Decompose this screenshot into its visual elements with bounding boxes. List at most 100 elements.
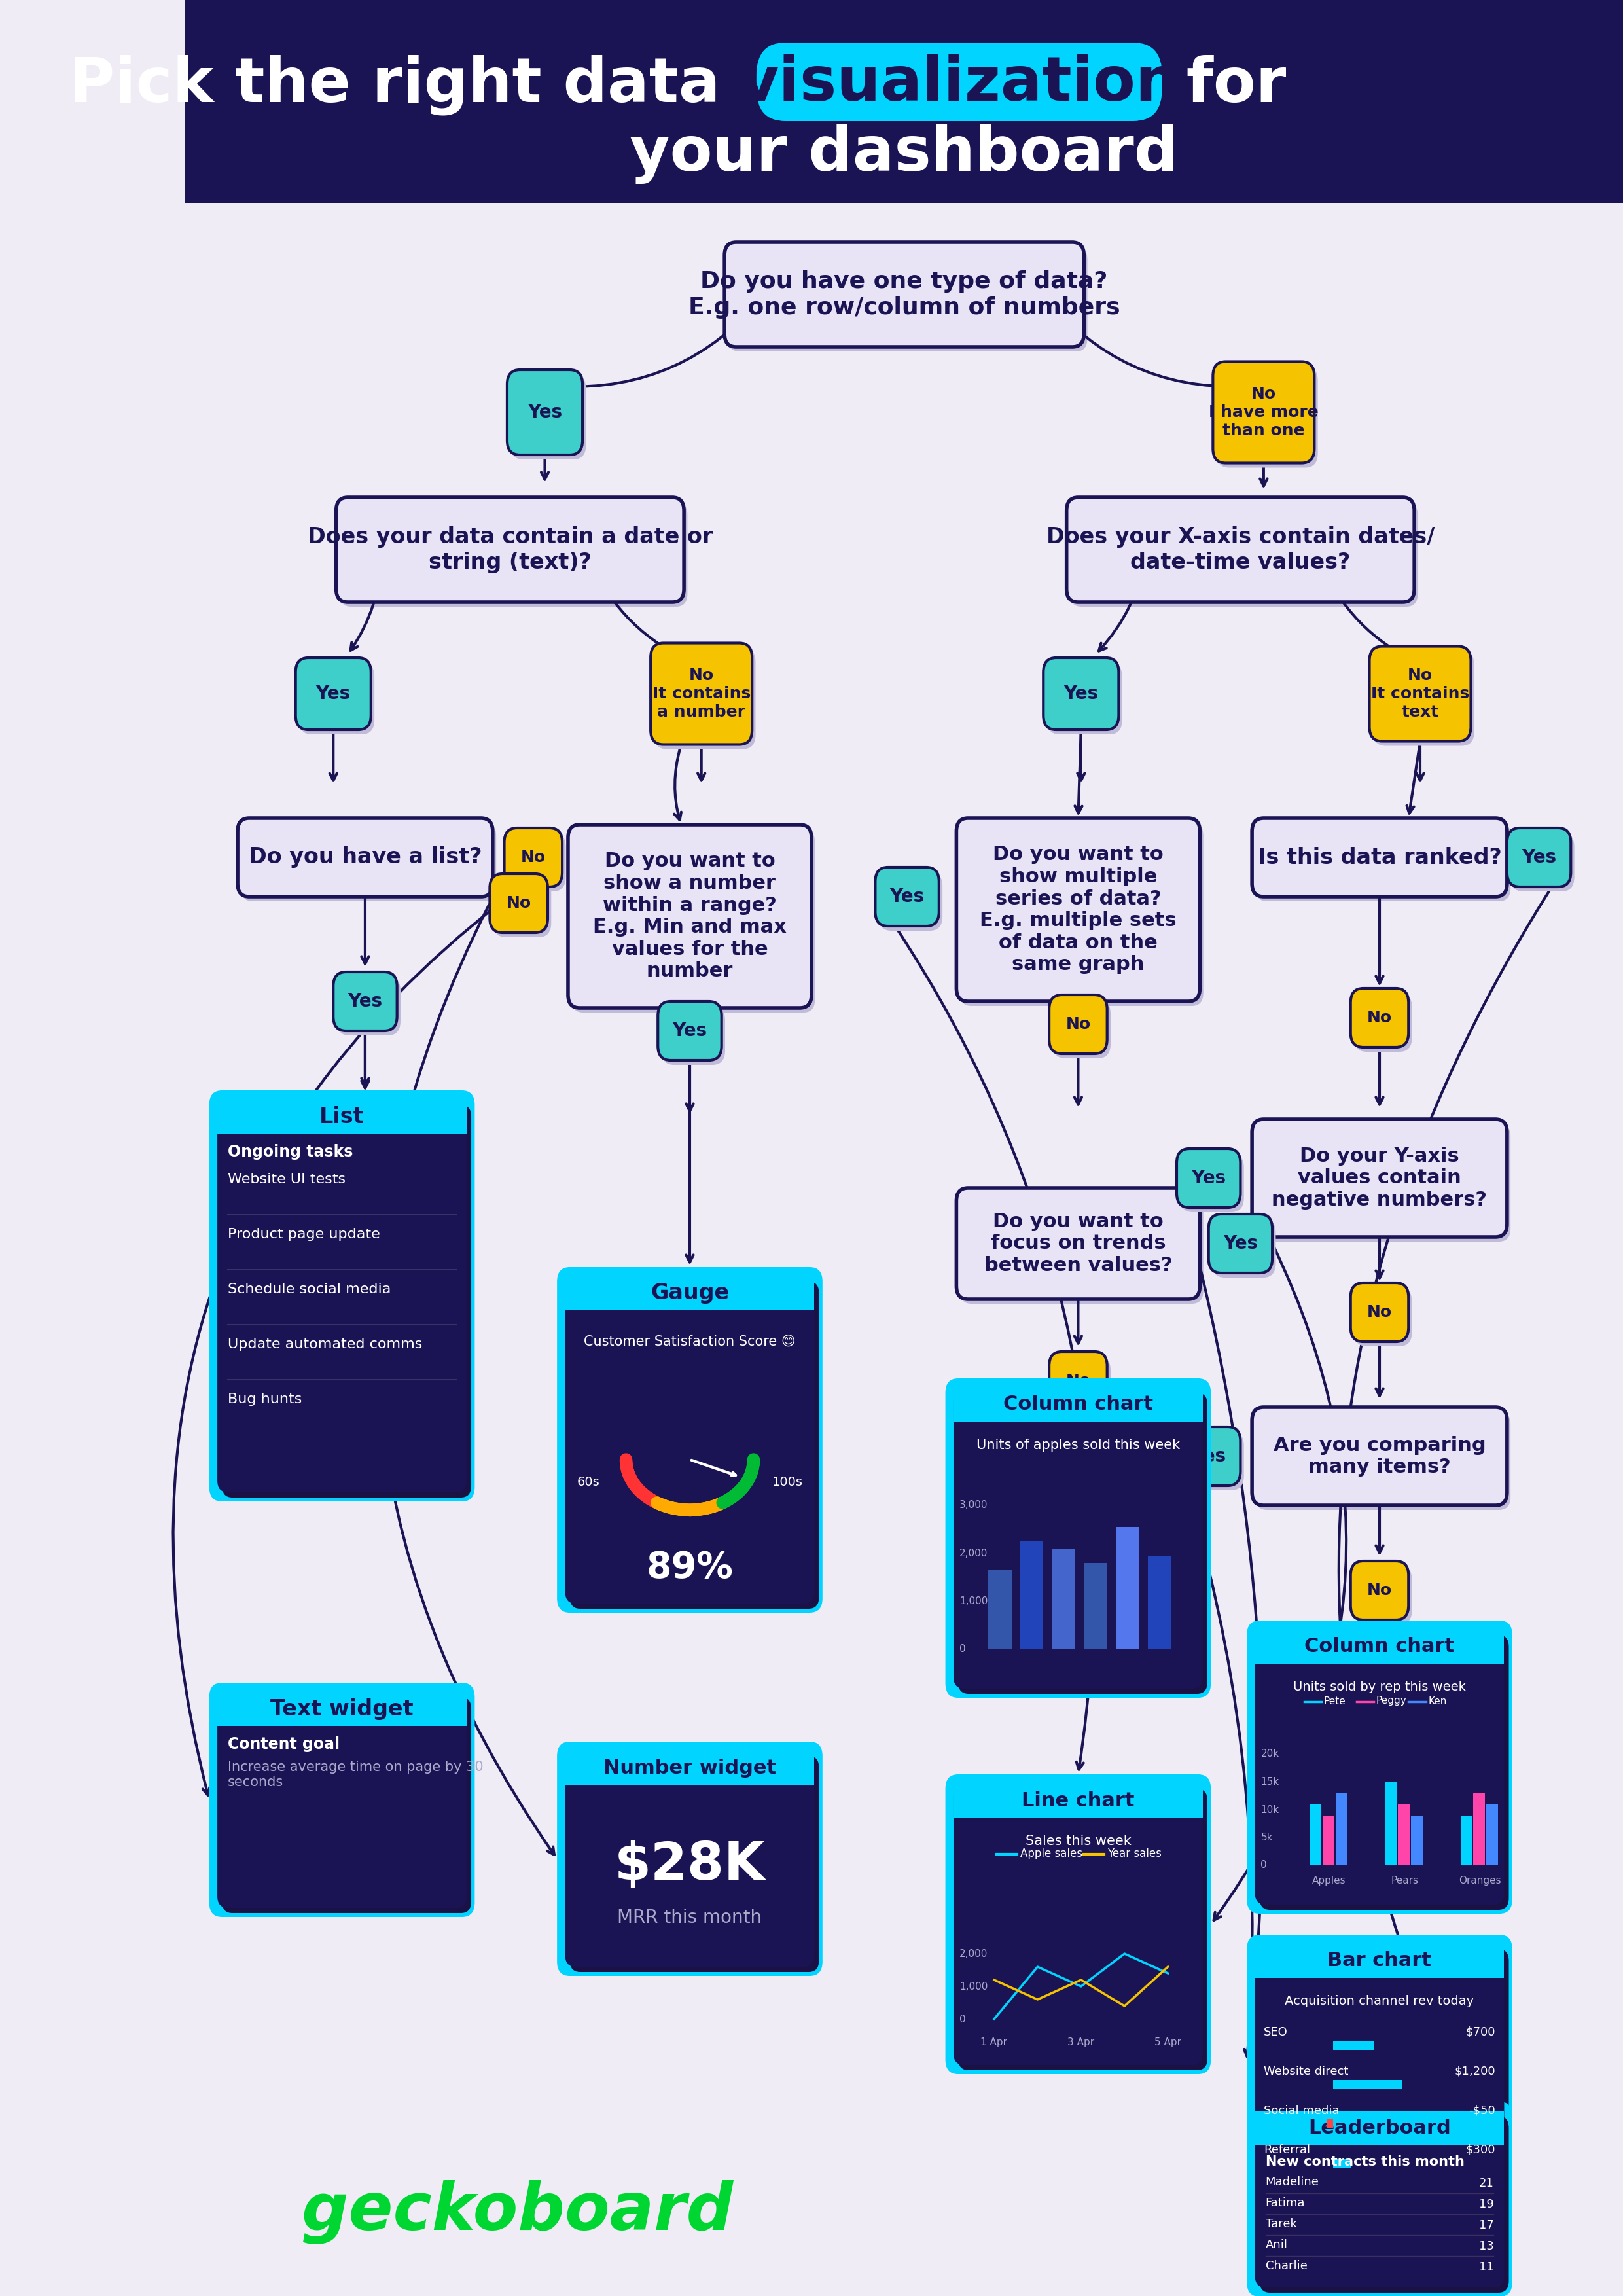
FancyBboxPatch shape [661, 1006, 725, 1065]
Text: 15k: 15k [1261, 1777, 1279, 1786]
Text: Yes: Yes [527, 404, 562, 422]
FancyBboxPatch shape [1370, 645, 1470, 742]
FancyBboxPatch shape [209, 1091, 474, 1502]
Text: No: No [506, 895, 531, 912]
FancyBboxPatch shape [958, 1789, 1208, 2071]
Text: No: No [1066, 1017, 1091, 1033]
Text: Do you want to
show multiple
series of data?
E.g. multiple sets
of data on the
s: Do you want to show multiple series of d… [980, 845, 1177, 974]
FancyBboxPatch shape [1255, 1945, 1505, 1977]
Text: Do you have a list?: Do you have a list? [248, 847, 482, 868]
Text: 19: 19 [1479, 2200, 1493, 2211]
Text: Pears: Pears [1391, 1876, 1419, 1885]
FancyBboxPatch shape [222, 1104, 471, 1497]
Bar [1147, 1557, 1170, 1649]
Text: Increase average time on page by 30
seconds: Increase average time on page by 30 seco… [227, 1761, 484, 1789]
Text: No: No [1367, 1304, 1393, 1320]
FancyBboxPatch shape [506, 370, 583, 455]
Bar [1461, 1816, 1472, 1864]
Text: No: No [1367, 1582, 1393, 1598]
Text: Do you have one type of data?
E.g. one row/column of numbers: Do you have one type of data? E.g. one r… [688, 271, 1120, 319]
Text: 2,000: 2,000 [959, 1548, 988, 1559]
FancyBboxPatch shape [945, 1378, 1211, 1697]
Text: visualization: visualization [738, 53, 1180, 115]
Text: Pick the right data: Pick the right data [70, 55, 742, 115]
FancyBboxPatch shape [490, 875, 547, 932]
FancyBboxPatch shape [1256, 1123, 1511, 1242]
FancyBboxPatch shape [1354, 1566, 1412, 1626]
Text: Website direct: Website direct [1264, 2066, 1349, 2078]
FancyBboxPatch shape [209, 1683, 474, 1917]
FancyBboxPatch shape [1246, 1621, 1513, 1915]
FancyBboxPatch shape [493, 879, 552, 937]
FancyBboxPatch shape [1354, 1288, 1412, 1345]
Text: Sales this week: Sales this week [1026, 1835, 1131, 1848]
Text: Customer Satisfaction Score 😊: Customer Satisfaction Score 😊 [584, 1336, 795, 1348]
FancyBboxPatch shape [1053, 999, 1110, 1058]
Text: Website UI tests: Website UI tests [227, 1173, 346, 1187]
FancyBboxPatch shape [571, 829, 815, 1013]
Bar [1397, 1805, 1410, 1864]
FancyBboxPatch shape [1259, 1635, 1509, 1910]
Text: Does your data contain a date or
string (text)?: Does your data contain a date or string … [307, 526, 712, 574]
Text: Units of apples sold this week: Units of apples sold this week [977, 1440, 1180, 1451]
FancyBboxPatch shape [333, 971, 398, 1031]
FancyBboxPatch shape [1246, 2101, 1513, 2296]
FancyBboxPatch shape [242, 822, 497, 902]
FancyBboxPatch shape [1354, 992, 1412, 1052]
FancyBboxPatch shape [1177, 1148, 1240, 1208]
FancyBboxPatch shape [557, 1743, 823, 1977]
Text: 2,000: 2,000 [959, 1949, 988, 1958]
Text: Schedule social media: Schedule social media [227, 1283, 391, 1295]
FancyBboxPatch shape [508, 833, 566, 891]
Text: -$50: -$50 [1469, 2105, 1495, 2117]
Text: geckoboard: geckoboard [302, 2181, 734, 2243]
Bar [1115, 1527, 1139, 1649]
FancyBboxPatch shape [1373, 650, 1474, 746]
FancyBboxPatch shape [1255, 2110, 1505, 2144]
Text: Column chart: Column chart [1003, 1396, 1152, 1414]
FancyBboxPatch shape [568, 824, 812, 1008]
FancyBboxPatch shape [1255, 1945, 1505, 2179]
Text: for: for [1165, 55, 1287, 115]
Text: Bar chart: Bar chart [1328, 1952, 1431, 1970]
Text: Yes: Yes [1191, 1169, 1225, 1187]
Text: Anil: Anil [1266, 2239, 1287, 2250]
Text: Social media: Social media [1264, 2105, 1339, 2117]
Text: 89%: 89% [646, 1550, 734, 1584]
FancyBboxPatch shape [875, 868, 940, 925]
Bar [1323, 1816, 1334, 1864]
FancyBboxPatch shape [1508, 829, 1571, 886]
FancyBboxPatch shape [339, 503, 688, 606]
FancyBboxPatch shape [1350, 1561, 1409, 1621]
Bar [1336, 1793, 1347, 1864]
Text: Is this data ranked?: Is this data ranked? [1258, 847, 1501, 868]
FancyBboxPatch shape [1048, 1352, 1107, 1410]
FancyBboxPatch shape [1255, 1630, 1505, 1906]
Text: Apples: Apples [1313, 1876, 1345, 1885]
Text: Yes: Yes [316, 684, 351, 703]
Text: $700: $700 [1466, 2027, 1495, 2039]
Text: Acquisition channel rev today: Acquisition channel rev today [1285, 1995, 1474, 2007]
Text: Number widget: Number widget [604, 1759, 776, 1777]
FancyBboxPatch shape [1251, 1118, 1508, 1238]
Bar [1332, 2041, 1373, 2050]
FancyBboxPatch shape [1256, 1412, 1511, 1511]
Text: 3 Apr: 3 Apr [1068, 2037, 1094, 2048]
FancyBboxPatch shape [1212, 360, 1315, 464]
FancyBboxPatch shape [511, 374, 586, 459]
Text: 60s: 60s [576, 1476, 599, 1488]
Text: Peggy: Peggy [1376, 1697, 1407, 1706]
Text: Gauge: Gauge [651, 1283, 729, 1304]
Text: 20k: 20k [1261, 1750, 1279, 1759]
Text: Tarek: Tarek [1266, 2218, 1297, 2229]
FancyBboxPatch shape [565, 1277, 815, 1603]
Text: Yes: Yes [347, 992, 383, 1010]
FancyBboxPatch shape [217, 1692, 466, 1727]
Text: Yes: Yes [672, 1022, 708, 1040]
FancyBboxPatch shape [1070, 503, 1419, 606]
FancyBboxPatch shape [958, 1394, 1208, 1694]
Text: 13: 13 [1479, 2241, 1493, 2252]
FancyBboxPatch shape [1251, 817, 1508, 898]
FancyBboxPatch shape [1350, 1283, 1409, 1341]
Text: Pete: Pete [1324, 1697, 1345, 1706]
